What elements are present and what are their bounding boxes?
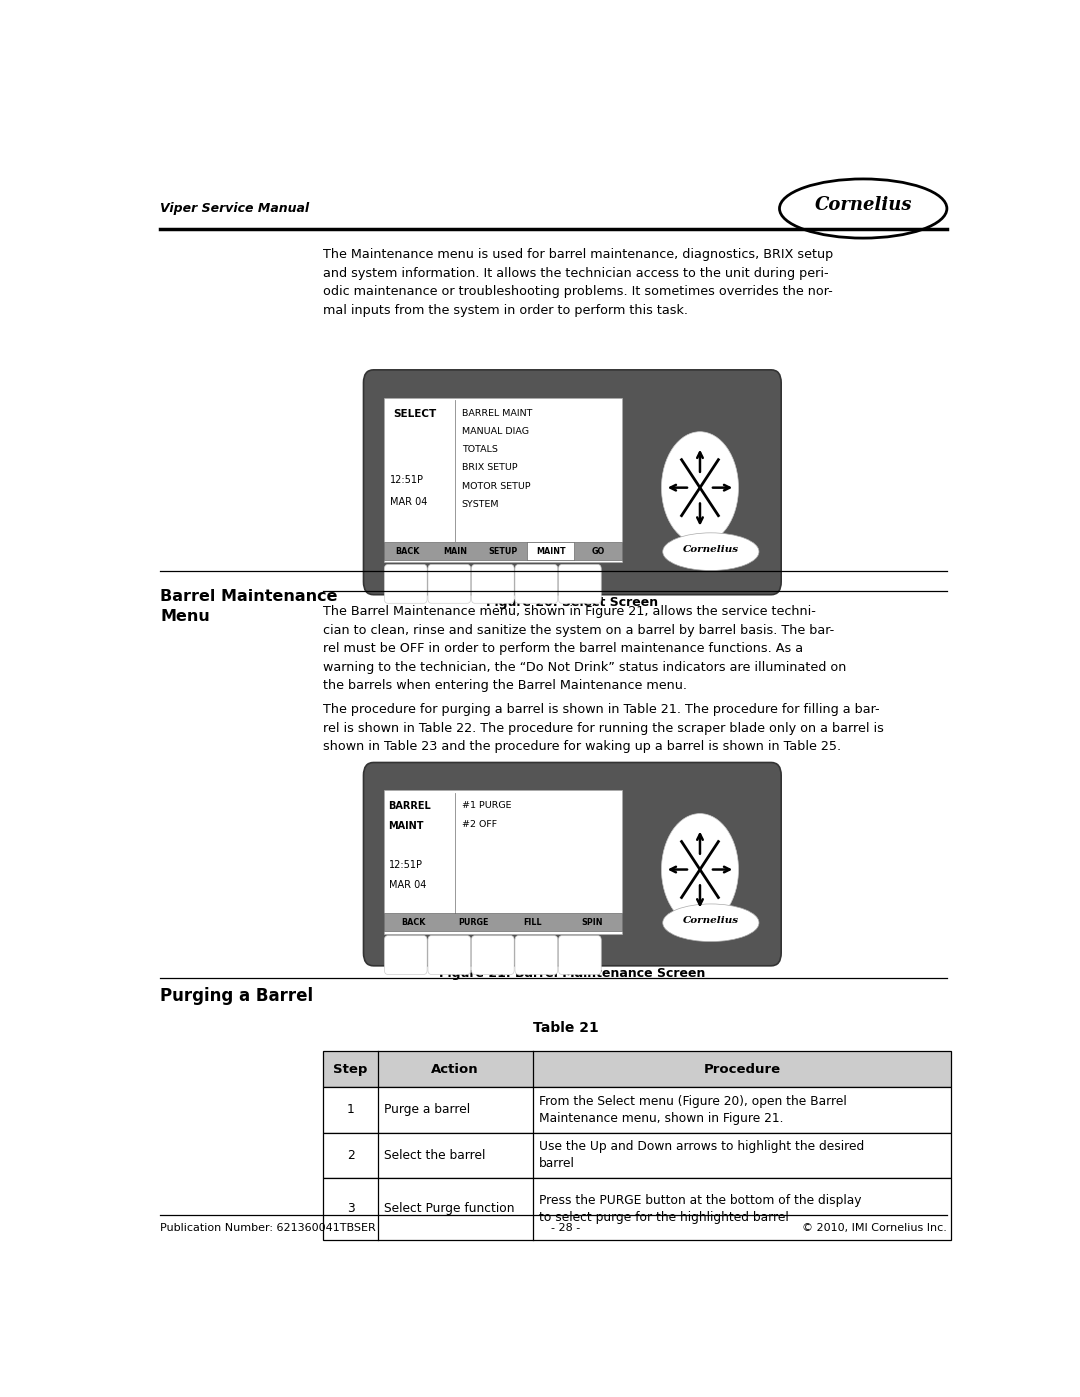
Ellipse shape [663,904,759,942]
Text: MAINT: MAINT [389,820,424,831]
Text: SYSTEM: SYSTEM [462,500,499,509]
Ellipse shape [780,179,947,237]
Text: 3: 3 [347,1203,354,1215]
Text: Cornelius: Cornelius [683,916,739,925]
Text: SETUP: SETUP [488,546,517,556]
Text: MAR 04: MAR 04 [390,497,428,507]
FancyBboxPatch shape [384,936,427,975]
Text: Use the Up and Down arrows to highlight the desired
barrel: Use the Up and Down arrows to highlight … [539,1140,864,1171]
Text: Figure 21. Barrel Maintenance Screen: Figure 21. Barrel Maintenance Screen [440,967,705,979]
Text: Procedure: Procedure [703,1063,781,1076]
FancyBboxPatch shape [558,564,602,604]
Text: #1 PURGE: #1 PURGE [462,802,511,810]
Text: Viper Service Manual: Viper Service Manual [160,203,309,215]
Text: Table 21: Table 21 [534,1021,599,1035]
Bar [383,914,622,932]
Bar [383,398,622,563]
Bar [323,1087,951,1133]
Text: 2: 2 [347,1148,354,1162]
Text: FILL: FILL [524,918,542,926]
Text: MAR 04: MAR 04 [389,880,426,890]
Text: 1: 1 [347,1104,354,1116]
Text: #2 OFF: #2 OFF [462,820,497,828]
FancyBboxPatch shape [364,763,781,965]
Text: BACK: BACK [401,918,426,926]
Bar [383,542,622,560]
Text: 12:51P: 12:51P [390,475,424,485]
Text: The Barrel Maintenance menu, shown in Figure 21, allows the service techni-
cian: The Barrel Maintenance menu, shown in Fi… [323,605,847,693]
FancyBboxPatch shape [472,564,514,604]
Text: SELECT: SELECT [393,408,437,419]
Text: Purge a barrel: Purge a barrel [384,1104,471,1116]
Bar [323,1133,951,1178]
Ellipse shape [661,432,739,543]
Ellipse shape [661,813,739,925]
Text: Select the barrel: Select the barrel [384,1148,486,1162]
Text: MAINT: MAINT [536,546,566,556]
Text: BARREL MAINT: BARREL MAINT [462,408,532,418]
Ellipse shape [663,532,759,570]
Bar [383,791,622,933]
Bar [323,1051,951,1087]
Text: PURGE: PURGE [458,918,488,926]
FancyBboxPatch shape [428,564,471,604]
Text: 12:51P: 12:51P [389,861,422,870]
Bar [323,1178,951,1241]
Text: Step: Step [334,1063,367,1076]
Text: From the Select menu (Figure 20), open the Barrel
Maintenance menu, shown in Fig: From the Select menu (Figure 20), open t… [539,1095,847,1125]
Text: Cornelius: Cornelius [814,197,912,214]
Text: BARREL: BARREL [389,802,431,812]
Text: Purging a Barrel: Purging a Barrel [160,988,313,1006]
Text: Select Purge function: Select Purge function [384,1203,515,1215]
Text: MOTOR SETUP: MOTOR SETUP [462,482,530,490]
FancyBboxPatch shape [515,564,557,604]
Text: Action: Action [431,1063,478,1076]
FancyBboxPatch shape [428,936,471,975]
Text: Figure 20. Select Screen: Figure 20. Select Screen [486,595,659,609]
Text: MAIN: MAIN [443,546,468,556]
Text: GO: GO [592,546,605,556]
FancyBboxPatch shape [515,936,557,975]
Text: The Maintenance menu is used for barrel maintenance, diagnostics, BRIX setup
and: The Maintenance menu is used for barrel … [323,249,834,317]
Text: SPIN: SPIN [581,918,603,926]
Text: Publication Number: 621360041TBSER: Publication Number: 621360041TBSER [160,1222,376,1234]
Text: Press the PURGE button at the bottom of the display
to select purge for the high: Press the PURGE button at the bottom of … [539,1194,862,1224]
Text: Cornelius: Cornelius [683,545,739,555]
Text: © 2010, IMI Cornelius Inc.: © 2010, IMI Cornelius Inc. [802,1222,947,1234]
Text: MANUAL DIAG: MANUAL DIAG [462,427,529,436]
Text: The procedure for purging a barrel is shown in Table 21. The procedure for filli: The procedure for purging a barrel is sh… [323,703,885,753]
Text: - 28 -: - 28 - [552,1222,581,1234]
Text: BRIX SETUP: BRIX SETUP [462,464,517,472]
FancyBboxPatch shape [472,936,514,975]
Text: BACK: BACK [395,546,420,556]
Bar [527,542,575,560]
Text: Barrel Maintenance
Menu: Barrel Maintenance Menu [160,590,338,624]
Text: TOTALS: TOTALS [462,446,498,454]
FancyBboxPatch shape [384,564,427,604]
FancyBboxPatch shape [364,370,781,595]
FancyBboxPatch shape [558,936,602,975]
